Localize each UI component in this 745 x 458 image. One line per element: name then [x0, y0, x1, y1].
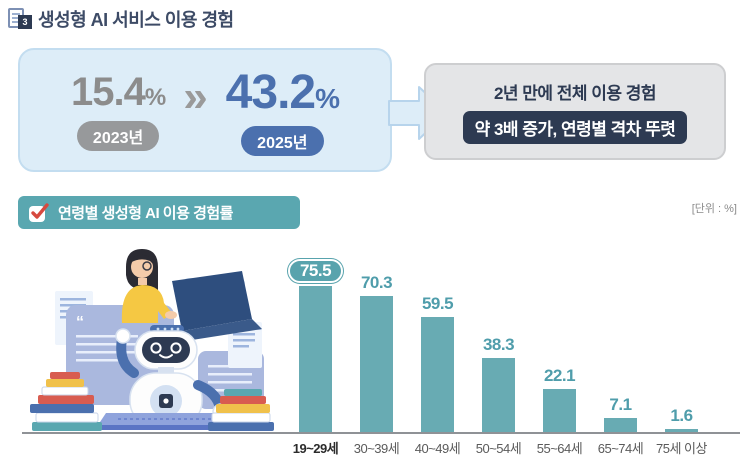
bar-value-label: 70.3	[360, 273, 393, 292]
keyboard-illustration	[98, 413, 236, 430]
bar-slot: 70.3	[346, 273, 407, 432]
bar-value-label: 22.1	[543, 366, 576, 385]
category-label: 65~74세	[597, 441, 644, 456]
bar-55~64세	[543, 389, 576, 432]
section-number-icon: 3	[8, 7, 32, 31]
page-header: 3 생성형 AI 서비스 이용 경험	[8, 6, 234, 32]
year-badge-2023: 2023년	[76, 120, 160, 151]
comparison-stat-box: 15.4 % 2023년 » 43.2 % 2025년	[18, 48, 392, 172]
bar-slot: 7.1	[590, 395, 651, 432]
bar-value-label: 75.5	[287, 259, 344, 283]
bar-19~29세	[299, 286, 332, 432]
bar-30~39세	[360, 296, 393, 432]
svg-text:“: “	[76, 314, 84, 331]
book-stack-left	[30, 372, 102, 431]
bar-75세 이상	[665, 429, 698, 432]
stat-2025-value: 43.2 %	[225, 65, 340, 119]
category-label: 50~54세	[475, 441, 522, 456]
year-badge-2025: 2025년	[241, 125, 324, 156]
page-title: 생성형 AI 서비스 이용 경험	[38, 10, 234, 30]
checkbox-check-icon	[29, 202, 49, 222]
book-stack-right	[208, 389, 274, 431]
callout-box: 2년 만에 전체 이용 경험 약 3배 증가, 연령별 격차 뚜렷	[424, 63, 726, 160]
bar-50~54세	[482, 358, 515, 432]
bar-value-label: 59.5	[421, 294, 454, 313]
bar-40~49세	[421, 317, 454, 432]
bar-value-label: 1.6	[670, 406, 693, 425]
bar-value-label: 38.3	[482, 335, 515, 354]
category-label: 55~64세	[536, 441, 583, 456]
bar-value-label: 7.1	[609, 395, 632, 414]
bar-slot: 1.6	[651, 406, 712, 432]
bar-slot: 38.3	[468, 335, 529, 432]
unit-note: [단위 : %]	[691, 203, 737, 215]
bar-slot: 59.5	[407, 294, 468, 432]
section-number-badge: 3	[18, 15, 32, 29]
chart-section-header: 연령별 생성형 AI 이용 경험률	[18, 196, 300, 229]
stat-2023-value: 15.4 %	[70, 69, 166, 114]
increase-chevron-icon: »	[183, 72, 208, 121]
bar-65~74세	[604, 418, 637, 432]
callout-highlight: 약 3배 증가, 연령별 격차 뚜렷	[462, 111, 688, 144]
bar-slot: 75.5	[285, 259, 346, 432]
callout-line1: 2년 만에 전체 이용 경험	[493, 84, 657, 103]
stat-2025: 43.2 % 2025년	[225, 65, 340, 156]
category-label: 19~29세	[292, 441, 339, 456]
ai-robot-illustration: “ ”	[30, 249, 274, 431]
category-row: 19~29세 30~39세 40~49세 50~54세 55~64세 65~74세 75세 …	[285, 438, 712, 457]
category-label: 75세 이상	[656, 441, 707, 456]
woman-illustration	[121, 249, 177, 323]
stat-2023: 15.4 % 2023년	[70, 69, 166, 151]
category-label: 30~39세	[353, 441, 400, 456]
bar-chart: 75.5 70.3 59.5 38.3 22.1 7.1 1.6	[285, 250, 712, 432]
chart-section-title: 연령별 생성형 AI 이용 경험률	[58, 205, 233, 222]
category-label: 40~49세	[414, 441, 461, 456]
x-axis-line	[22, 432, 740, 434]
bar-slot: 22.1	[529, 366, 590, 432]
